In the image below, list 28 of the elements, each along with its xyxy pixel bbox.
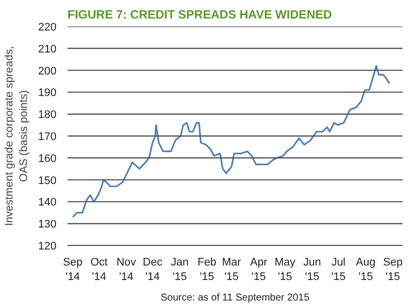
x-tick-label: Mar '15 (222, 256, 242, 283)
line-series (72, 65, 390, 218)
x-tick-label: May '15 (274, 256, 296, 283)
x-tick-label: Aug '15 (356, 256, 376, 283)
y-tick-label: 120 (38, 240, 57, 252)
y-tick-label: 170 (38, 131, 57, 143)
chart-title: FIGURE 7: CREDIT SPREADS HAVE WIDENED (68, 8, 332, 22)
y-tick-label: 130 (38, 218, 57, 231)
x-tick-label: Nov '14 (116, 256, 137, 283)
y-tick-label: 200 (38, 65, 57, 78)
x-tick-label: Dec '14 (142, 256, 163, 283)
y-tick-label: 140 (38, 196, 57, 209)
x-tick-label: Feb '15 (197, 256, 216, 283)
x-tick-label: Jan '15 (170, 256, 189, 283)
y-tick-label: 220 (38, 22, 57, 34)
y-tick-label: 190 (38, 87, 57, 100)
y-tick-label: 160 (38, 152, 57, 165)
source-note: Source: as of 11 September 2015 (160, 292, 310, 304)
y-tick-label: 180 (38, 109, 57, 122)
x-tick-label: Sep '14 (62, 256, 83, 283)
x-tick-label: Sep '15 (383, 256, 403, 283)
x-tick-label: Jul '15 (331, 256, 346, 283)
y-axis-title: Investment grade corporate spreads, OAS (basis points) (4, 46, 30, 226)
x-tick-label: Apr '15 (250, 256, 268, 283)
x-tick-label: Jun '15 (303, 256, 322, 283)
y-tick-label: 150 (38, 174, 57, 187)
y-tick-label: 210 (38, 43, 57, 56)
x-tick-label: Oct '14 (90, 256, 108, 283)
